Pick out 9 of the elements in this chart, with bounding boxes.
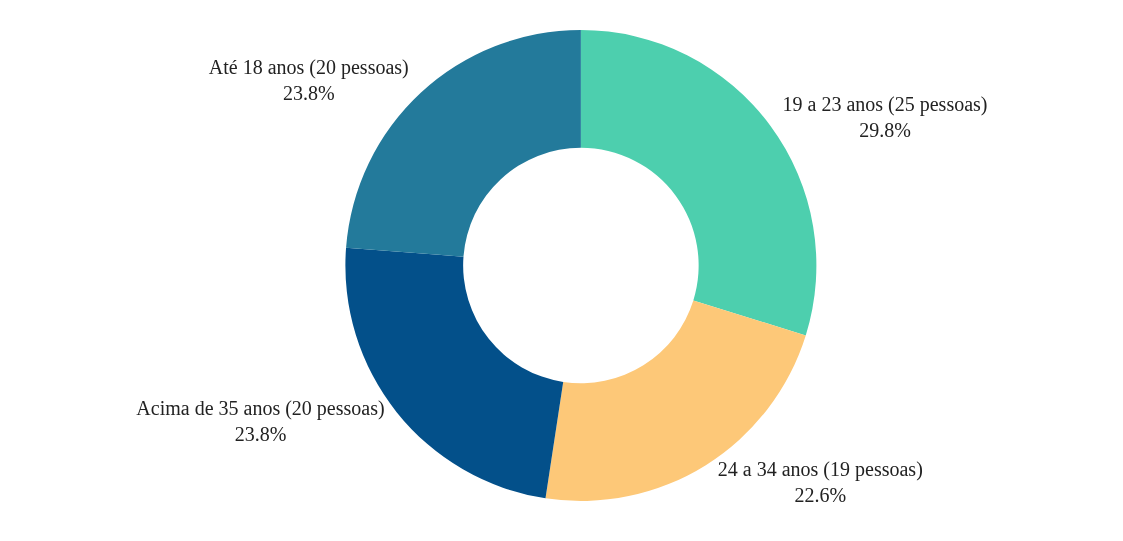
slice-label: 24 a 34 anos (19 pessoas) [717,458,923,482]
donut-slice [580,30,817,336]
data-label: 29.8% [859,119,911,142]
slice-label: Acima de 35 anos (20 pessoas) [136,397,385,421]
data-label: 23.8% [234,423,287,446]
data-label: 23.8% [282,81,335,104]
slice-label: Até 18 anos (20 pessoas) [208,55,409,79]
slice-label: 19 a 23 anos (25 pessoas) [782,93,988,117]
data-label: 22.6% [794,484,847,507]
